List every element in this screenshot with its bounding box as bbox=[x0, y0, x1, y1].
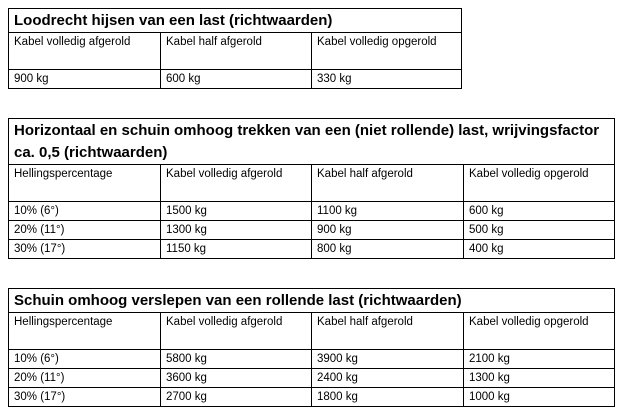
column-header: Kabel half afgerold bbox=[311, 312, 464, 350]
column-header: Kabel volledig afgerold bbox=[160, 312, 312, 350]
table-row: 30% (17°) 1150 kg 800 kg 400 kg bbox=[8, 239, 616, 259]
cell: 1300 kg bbox=[462, 368, 616, 388]
cell: 1000 kg bbox=[462, 387, 616, 407]
table-title: Schuin omhoog verslepen van een rollende… bbox=[7, 288, 616, 313]
table-row: 20% (11°) 3600 kg 2400 kg 1300 kg bbox=[8, 368, 616, 388]
cell: 1800 kg bbox=[311, 387, 464, 407]
cell: 20% (11°) bbox=[8, 368, 161, 388]
column-header: Kabel volledig afgerold bbox=[8, 32, 161, 70]
column-header: Kabel half afgerold bbox=[160, 32, 312, 70]
column-header: Kabel half afgerold bbox=[311, 164, 464, 202]
cell: 20% (11°) bbox=[8, 220, 161, 240]
cell: 10% (6°) bbox=[8, 349, 161, 369]
column-header: Kabel volledig opgerold bbox=[462, 164, 616, 202]
cell: 900 kg bbox=[8, 69, 161, 89]
table-row: 10% (6°) 5800 kg 3900 kg 2100 kg bbox=[8, 349, 616, 369]
table-title: Horizontaal en schuin omhoog trekken van… bbox=[7, 118, 616, 165]
table-vertical-lifting: Loodrecht hijsen van een last (richtwaar… bbox=[7, 8, 463, 89]
table-row: 10% (6°) 1500 kg 1100 kg 600 kg bbox=[8, 201, 616, 221]
cell: 400 kg bbox=[462, 239, 616, 259]
cell: 3600 kg bbox=[160, 368, 312, 388]
column-header: Kabel volledig opgerold bbox=[462, 312, 616, 350]
cell: 600 kg bbox=[462, 201, 616, 221]
cell: 1300 kg bbox=[160, 220, 312, 240]
cell: 330 kg bbox=[310, 69, 463, 89]
cell: 30% (17°) bbox=[8, 239, 161, 259]
table-row: 30% (17°) 2700 kg 1800 kg 1000 kg bbox=[8, 387, 616, 407]
cell: 10% (6°) bbox=[8, 201, 161, 221]
cell: 3900 kg bbox=[311, 349, 464, 369]
cell: 2700 kg bbox=[160, 387, 312, 407]
cell: 800 kg bbox=[311, 239, 464, 259]
cell: 600 kg bbox=[160, 69, 312, 89]
cell: 900 kg bbox=[311, 220, 464, 240]
cell: 1150 kg bbox=[160, 239, 312, 259]
cell: 30% (17°) bbox=[8, 387, 161, 407]
table-row: 20% (11°) 1300 kg 900 kg 500 kg bbox=[8, 220, 616, 240]
table-row: 900 kg 600 kg 330 kg bbox=[8, 69, 463, 89]
table-title: Loodrecht hijsen van een last (richtwaar… bbox=[7, 8, 463, 33]
column-header: Kabel volledig opgerold bbox=[310, 32, 463, 70]
column-header: Kabel volledig afgerold bbox=[160, 164, 312, 202]
cell: 2400 kg bbox=[311, 368, 464, 388]
cell: 500 kg bbox=[462, 220, 616, 240]
cell: 5800 kg bbox=[160, 349, 312, 369]
cell: 1500 kg bbox=[160, 201, 312, 221]
cell: 1100 kg bbox=[311, 201, 464, 221]
table-horizontal-pulling: Horizontaal en schuin omhoog trekken van… bbox=[7, 118, 616, 259]
column-header: Hellingspercentage bbox=[8, 164, 161, 202]
column-header: Hellingspercentage bbox=[8, 312, 161, 350]
cell: 2100 kg bbox=[462, 349, 616, 369]
table-rolling-load: Schuin omhoog verslepen van een rollende… bbox=[7, 288, 616, 407]
